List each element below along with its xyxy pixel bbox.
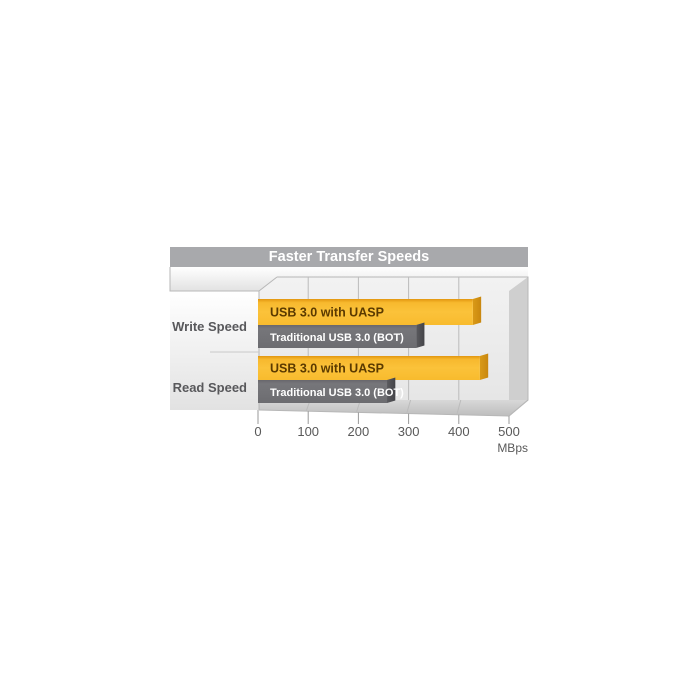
svg-text:Traditional USB 3.0 (BOT): Traditional USB 3.0 (BOT): [270, 387, 404, 399]
svg-text:500: 500: [498, 424, 520, 439]
svg-text:200: 200: [348, 424, 370, 439]
svg-text:Read Speed: Read Speed: [173, 380, 247, 395]
svg-text:400: 400: [448, 424, 470, 439]
svg-text:MBps: MBps: [497, 441, 528, 455]
svg-text:Write Speed: Write Speed: [172, 319, 247, 334]
svg-text:100: 100: [297, 424, 319, 439]
svg-text:0: 0: [254, 424, 261, 439]
svg-text:USB 3.0 with UASP: USB 3.0 with UASP: [270, 362, 384, 376]
svg-text:Traditional USB 3.0 (BOT): Traditional USB 3.0 (BOT): [270, 332, 404, 344]
svg-text:USB 3.0 with UASP: USB 3.0 with UASP: [270, 306, 384, 320]
svg-text:300: 300: [398, 424, 420, 439]
